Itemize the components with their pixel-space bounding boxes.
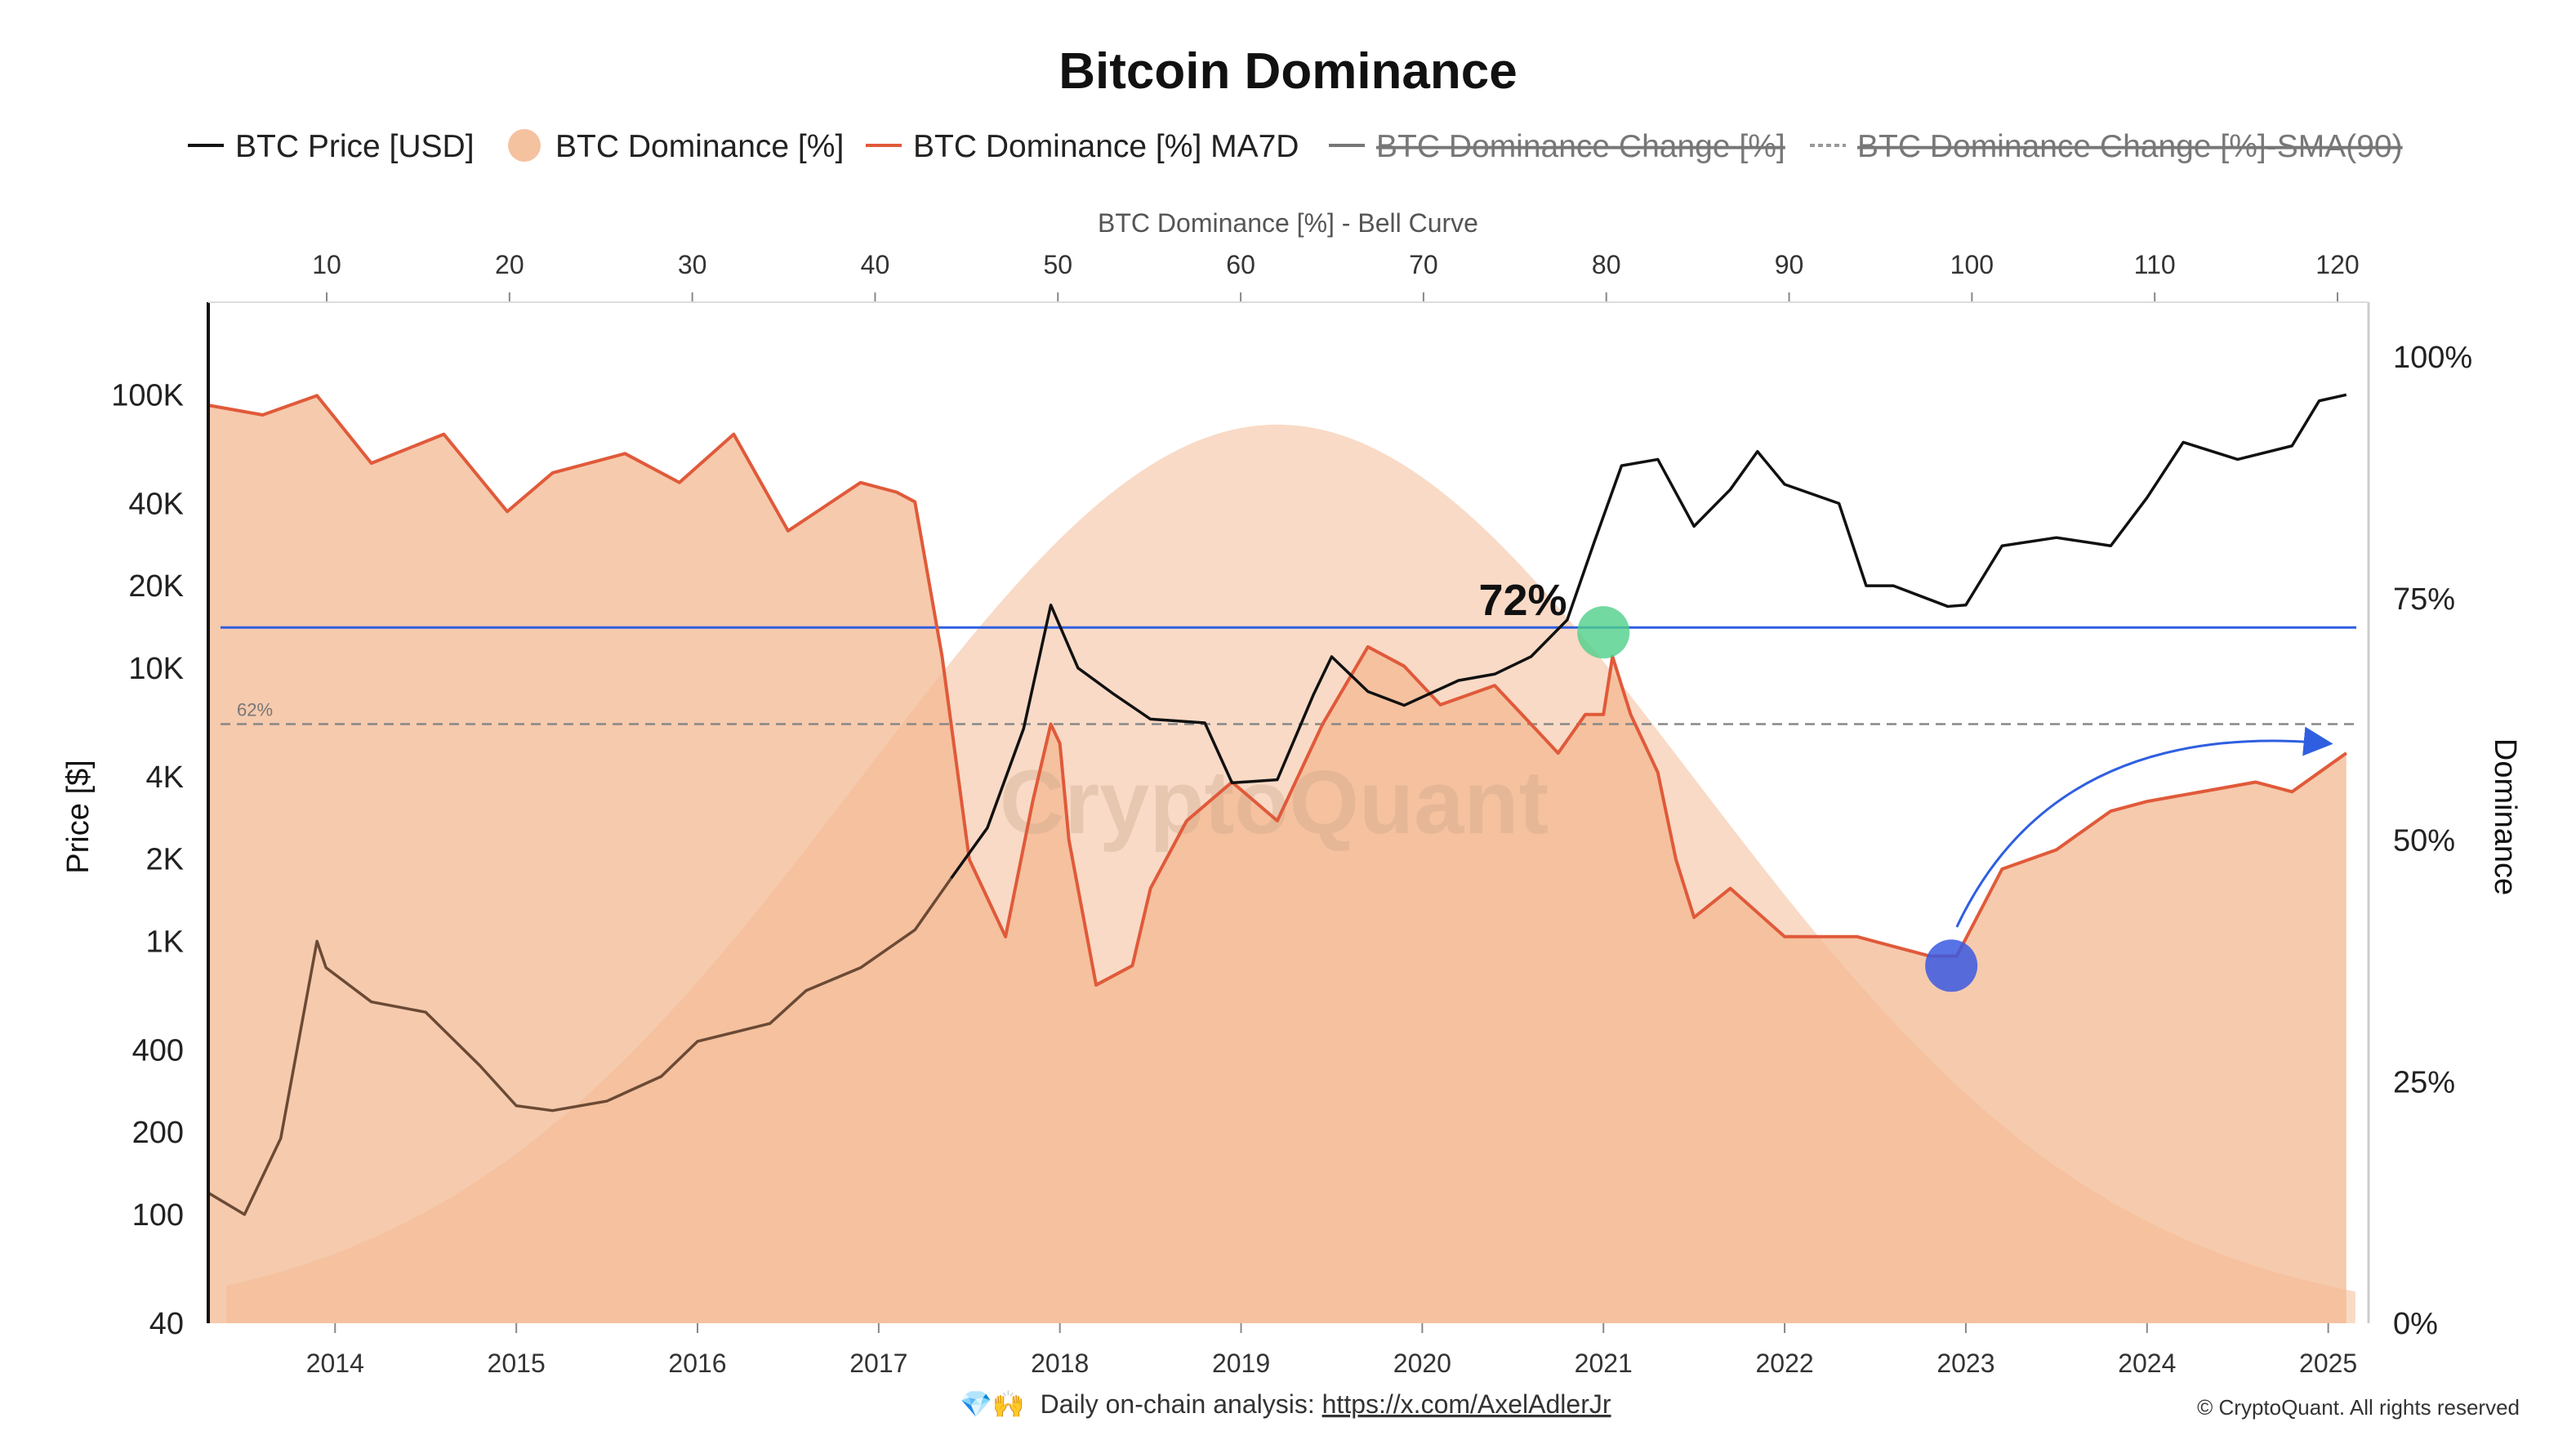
- bottom-tick-1: 2015: [488, 1349, 546, 1378]
- right-axis: 100% 75% 50% 25% 0%: [2393, 341, 2472, 1341]
- plot-area: CryptoQuant 62% 72%: [207, 301, 2370, 1323]
- legend: BTC Price [USD] BTC Dominance [%] BTC Domi…: [188, 129, 2403, 164]
- left-axis-title: Price [$]: [61, 760, 96, 873]
- top-tick-7: 80: [1592, 250, 1621, 279]
- top-axis-title: BTC Dominance [%] - Bell Curve: [1098, 208, 1478, 238]
- chart-title: Bitcoin Dominance: [1058, 43, 1518, 100]
- left-tick-8: 200: [132, 1116, 184, 1150]
- bottom-tick-10: 2024: [2118, 1349, 2176, 1378]
- legend-label: BTC Dominance [%] MA7D: [913, 129, 1299, 164]
- right-tick-0: 100%: [2393, 341, 2472, 375]
- left-axis: 100K 40K 20K 10K 4K 2K 1K 400 200 100 40: [111, 378, 184, 1341]
- green-circle-marker: [1577, 606, 1630, 659]
- top-tick-1: 20: [495, 250, 524, 279]
- bottom-tick-2: 2016: [668, 1349, 726, 1378]
- left-tick-2: 20K: [128, 569, 184, 604]
- bottom-tick-11: 2025: [2299, 1349, 2357, 1378]
- right-axis-title: Dominance: [2488, 738, 2522, 895]
- top-axis: 10 20 30 40 50 60 70 80 90 100 110 120: [312, 250, 2360, 302]
- legend-label: BTC Price [USD]: [235, 129, 475, 164]
- blue-circle-marker: [1925, 939, 1978, 992]
- price-line-early: [207, 877, 953, 1216]
- legend-item-0[interactable]: BTC Price [USD]: [188, 129, 475, 164]
- left-tick-1: 40K: [128, 487, 184, 521]
- top-tick-11: 120: [2315, 250, 2359, 279]
- footer-text: 💎🙌 Daily on-chain analysis: https://x.co…: [960, 1389, 1611, 1419]
- top-tick-10: 110: [2134, 250, 2176, 279]
- left-tick-5: 2K: [146, 843, 184, 877]
- top-tick-4: 50: [1043, 250, 1072, 279]
- price-line: [950, 393, 2347, 880]
- reference-line-label: 62%: [237, 700, 273, 720]
- bottom-tick-6: 2020: [1393, 1349, 1451, 1378]
- top-tick-8: 90: [1775, 250, 1804, 279]
- left-tick-10: 40: [149, 1307, 184, 1341]
- bottom-tick-0: 2014: [306, 1349, 364, 1378]
- footer-label: Daily on-chain analysis:: [1041, 1389, 1322, 1419]
- bottom-tick-5: 2019: [1212, 1349, 1270, 1378]
- bottom-axis: 2014 2015 2016 2017 2018 2019 2020 2021 2022 2023…: [306, 1323, 2357, 1378]
- annotation-72-label: 72%: [1478, 576, 1567, 625]
- footer-emoji: 💎🙌: [960, 1389, 1025, 1419]
- legend-label: BTC Dominance Change [%]: [1376, 129, 1785, 164]
- copyright: © CryptoQuant. All rights reserved: [2197, 1395, 2520, 1420]
- right-tick-3: 25%: [2393, 1065, 2455, 1099]
- bottom-tick-9: 2023: [1936, 1349, 1994, 1378]
- right-tick-1: 75%: [2393, 582, 2455, 617]
- top-tick-5: 60: [1226, 250, 1255, 279]
- left-tick-4: 4K: [146, 760, 184, 795]
- right-tick-2: 50%: [2393, 824, 2455, 858]
- legend-label: BTC Dominance Change [%]-SMA(90): [1857, 129, 2403, 164]
- footer-link[interactable]: https://x.com/AxelAdlerJr: [1322, 1389, 1611, 1419]
- legend-item-1[interactable]: BTC Dominance [%]: [508, 129, 844, 164]
- top-tick-6: 70: [1409, 250, 1438, 279]
- legend-item-3[interactable]: BTC Dominance Change [%]: [1329, 129, 1785, 164]
- bottom-tick-4: 2018: [1031, 1349, 1089, 1378]
- bottom-tick-7: 2021: [1575, 1349, 1633, 1378]
- top-tick-0: 10: [312, 250, 341, 279]
- bottom-tick-8: 2022: [1755, 1349, 1813, 1378]
- top-tick-3: 40: [861, 250, 890, 279]
- left-tick-9: 100: [132, 1198, 184, 1233]
- bottom-tick-3: 2017: [849, 1349, 907, 1378]
- legend-swatch-dot: [508, 129, 541, 162]
- legend-item-2[interactable]: BTC Dominance [%] MA7D: [866, 129, 1299, 164]
- left-tick-3: 10K: [128, 652, 184, 686]
- left-tick-6: 1K: [146, 925, 184, 959]
- left-tick-0: 100K: [111, 378, 184, 412]
- trend-arrow: [1955, 726, 2333, 928]
- left-tick-7: 400: [132, 1033, 184, 1068]
- top-tick-9: 100: [1950, 250, 1994, 279]
- watermark: CryptoQuant: [1000, 752, 1549, 853]
- legend-label: BTC Dominance [%]: [555, 129, 844, 164]
- right-tick-4: 0%: [2393, 1307, 2438, 1341]
- legend-item-4[interactable]: BTC Dominance Change [%]-SMA(90): [1810, 129, 2403, 164]
- top-tick-2: 30: [678, 250, 707, 279]
